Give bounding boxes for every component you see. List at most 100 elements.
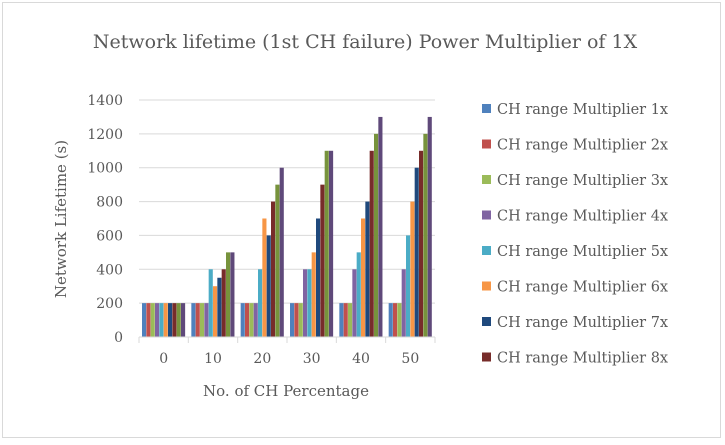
bar xyxy=(213,286,218,337)
legend-entry: CH range Multiplier 8x xyxy=(497,351,668,367)
y-axis-ticks: 0 200 400 600 800 1000 1200 1400 xyxy=(87,93,123,346)
legend-entry: CH range Multiplier 7x xyxy=(497,315,668,331)
bar xyxy=(378,116,383,337)
y-tick-label: 0 xyxy=(114,330,123,346)
chart: Network lifetime (1st CH failure) Power … xyxy=(52,31,668,400)
bar xyxy=(361,218,366,337)
bar xyxy=(298,303,303,337)
legend-entry: CH range Multiplier 6x xyxy=(497,280,668,296)
bar xyxy=(176,303,181,337)
bar xyxy=(320,184,325,337)
legend-entry: CH range Multiplier 3x xyxy=(497,173,668,189)
bar xyxy=(406,235,411,337)
bar xyxy=(303,269,308,337)
bar xyxy=(142,303,147,337)
x-tick-label: 50 xyxy=(401,351,419,367)
bar xyxy=(217,277,222,337)
bar xyxy=(290,303,295,337)
bar xyxy=(401,269,406,337)
bar xyxy=(240,303,245,337)
bar xyxy=(181,303,186,337)
bar xyxy=(262,218,267,337)
x-axis-ticks: 0 10 20 30 40 50 xyxy=(159,351,419,367)
bar xyxy=(294,303,299,337)
bar xyxy=(208,269,213,337)
bar xyxy=(414,167,419,337)
legend-entry: CH range Multiplier 4x xyxy=(497,209,668,225)
bar xyxy=(249,303,254,337)
bar xyxy=(397,303,402,337)
x-tick-label: 30 xyxy=(303,351,321,367)
bar xyxy=(150,303,155,337)
bar xyxy=(253,303,258,337)
chart-frame: Network lifetime (1st CH failure) Power … xyxy=(2,2,721,438)
x-tick-label: 10 xyxy=(204,351,222,367)
legend-entry: CH range Multiplier 2x xyxy=(497,138,668,154)
legend-swatch xyxy=(482,175,491,184)
bar xyxy=(172,303,177,337)
bar xyxy=(226,252,231,337)
bar xyxy=(195,303,200,337)
legend-swatch xyxy=(482,317,491,326)
bar xyxy=(168,303,173,337)
bar xyxy=(324,150,329,337)
bar xyxy=(329,150,334,337)
y-tick-label: 1400 xyxy=(87,93,123,109)
x-tick-label: 40 xyxy=(352,351,370,367)
bar xyxy=(146,303,151,337)
legend: CH range Multiplier 1x CH range Multiplie… xyxy=(482,102,668,367)
bar xyxy=(163,303,168,337)
y-axis-label: Network Lifetime (s) xyxy=(52,140,70,298)
bar xyxy=(339,303,344,337)
bar xyxy=(271,201,276,337)
bar xyxy=(230,252,235,337)
x-tick-label: 0 xyxy=(159,351,168,367)
y-tick-label: 400 xyxy=(96,262,123,278)
bar xyxy=(200,303,205,337)
bar xyxy=(393,303,398,337)
bar xyxy=(266,235,271,337)
y-tick-label: 800 xyxy=(96,195,123,211)
bar xyxy=(365,201,370,337)
legend-swatch xyxy=(482,210,491,220)
x-axis xyxy=(138,336,436,343)
bar xyxy=(374,133,379,337)
bar xyxy=(427,116,432,337)
y-tick-label: 1000 xyxy=(87,161,123,177)
legend-swatch xyxy=(482,139,491,149)
legend-swatch xyxy=(482,281,491,291)
bar xyxy=(356,252,361,337)
bar xyxy=(159,303,164,337)
x-tick-label: 20 xyxy=(253,351,271,367)
bar xyxy=(423,133,428,337)
gridlines xyxy=(139,99,435,304)
bar xyxy=(279,167,284,337)
x-axis-label: No. of CH Percentage xyxy=(203,382,369,400)
chart-title: Network lifetime (1st CH failure) Power … xyxy=(93,31,638,53)
bar xyxy=(245,303,250,337)
legend-swatch xyxy=(482,104,491,113)
legend-swatch xyxy=(482,352,491,362)
bar xyxy=(352,269,357,337)
bar xyxy=(369,150,374,337)
bars xyxy=(142,116,432,337)
bar xyxy=(311,252,316,337)
legend-swatch xyxy=(482,246,491,255)
bar xyxy=(258,269,263,337)
bar xyxy=(419,150,424,337)
y-tick-label: 1200 xyxy=(87,127,123,143)
legend-entry: CH range Multiplier 5x xyxy=(497,244,668,260)
legend-entry: CH range Multiplier 1x xyxy=(497,102,668,118)
y-tick-label: 600 xyxy=(96,228,123,244)
bar xyxy=(221,269,226,337)
bar xyxy=(343,303,348,337)
bar xyxy=(388,303,393,337)
y-tick-label: 200 xyxy=(96,296,123,312)
bar xyxy=(275,184,280,337)
bar xyxy=(410,201,415,337)
bar xyxy=(204,303,209,337)
bar xyxy=(307,269,312,337)
bar xyxy=(191,303,196,337)
bar xyxy=(155,303,160,337)
bar xyxy=(348,303,353,337)
